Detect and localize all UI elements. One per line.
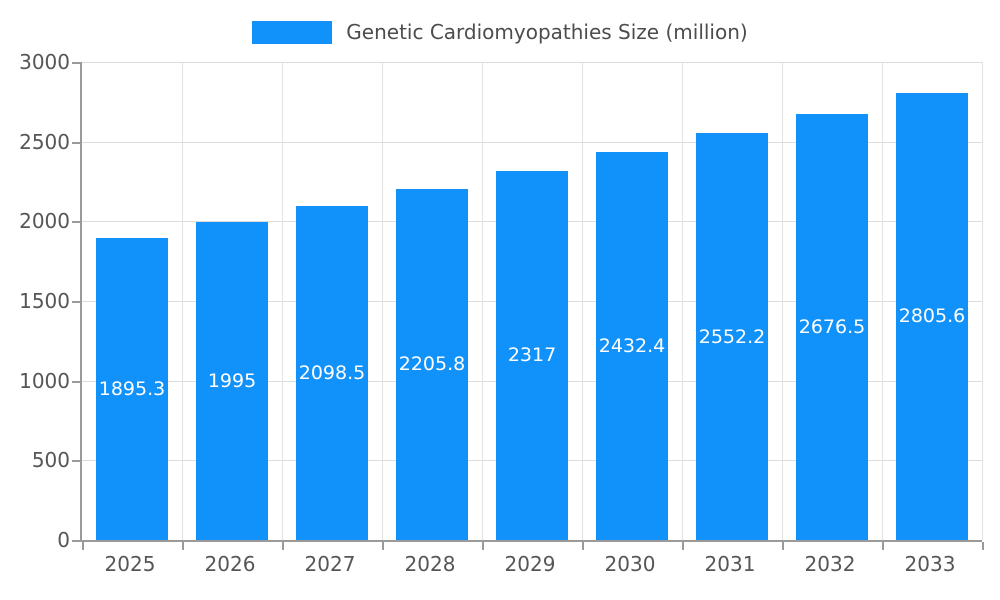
x-tick-label: 2033	[904, 552, 956, 576]
y-tick-label: 2500	[19, 129, 70, 154]
bar-2027: 2098.5	[296, 205, 368, 540]
x-tick-mark	[282, 542, 284, 550]
y-tick-mark	[72, 62, 80, 64]
x-tick-label: 2025	[104, 552, 156, 576]
legend-swatch-icon	[252, 20, 333, 44]
bar-2028: 2205.8	[396, 188, 468, 540]
x-tick-label: 2030	[604, 552, 656, 576]
x-tick-label: 2027	[304, 552, 356, 576]
x-axis-labels: 2025 2026 2027 2028 2029 2030 2031 2032 2033	[80, 552, 980, 582]
x-tick-mark	[982, 542, 984, 550]
y-tick-label: 500	[31, 448, 70, 473]
y-tick-mark	[72, 141, 80, 144]
x-tick-label: 2032	[804, 552, 856, 576]
x-tick-mark	[882, 542, 884, 550]
bar-2030: 2432.4	[596, 152, 668, 540]
bar-value-label: 2676.5	[798, 315, 866, 338]
gridline-vertical	[182, 62, 183, 540]
y-tick-mark	[72, 540, 80, 542]
x-tick-label: 2026	[204, 552, 256, 576]
gridline-horizontal	[82, 141, 982, 143]
y-axis-labels: 0 500 1000 1500 2000 2500 3000	[0, 50, 72, 552]
y-tick-label: 3000	[19, 50, 70, 74]
plot-area: 1895.3 1995 2098.5 2205.8 2317 2432.4 2552.2 26…	[72, 62, 984, 550]
x-tick-mark	[82, 542, 84, 550]
gridline-vertical	[482, 62, 483, 540]
gridline-vertical	[882, 62, 883, 540]
y-tick-mark	[72, 221, 80, 224]
gridline-vertical	[782, 62, 783, 540]
bar-value-label: 2205.8	[398, 353, 466, 376]
x-tick-mark	[782, 542, 784, 550]
bar-value-label: 1995	[207, 370, 257, 393]
gridline-vertical	[582, 62, 583, 540]
bar-value-label: 2805.6	[898, 305, 966, 328]
x-tick-mark	[482, 542, 484, 550]
chart-legend: Genetic Cardiomyopathies Size (million)	[0, 14, 1000, 50]
y-tick-mark	[72, 301, 80, 303]
x-tick-mark	[682, 542, 684, 550]
gridline-vertical	[682, 62, 683, 540]
gridline-vertical	[982, 62, 983, 540]
y-tick-mark	[72, 460, 80, 463]
bar-2031: 2552.2	[696, 133, 768, 540]
y-tick-label: 1000	[19, 368, 70, 393]
bar-value-label: 2432.4	[598, 335, 666, 358]
x-tick-label: 2028	[404, 552, 456, 576]
y-tick-label: 1500	[19, 289, 70, 313]
x-tick-mark	[382, 542, 384, 550]
bar-2033: 2805.6	[896, 92, 968, 540]
chart-title: Genetic Cardiomyopathies Size (million)	[346, 20, 748, 44]
x-tick-label: 2031	[704, 552, 756, 576]
bar-value-label: 1895.3	[98, 378, 166, 400]
gridline-horizontal	[82, 62, 982, 63]
gridline-vertical	[382, 62, 383, 540]
bar-2029: 2317	[496, 170, 568, 540]
y-tick-label: 0	[57, 528, 70, 552]
bar-2032: 2676.5	[796, 113, 868, 540]
bar-value-label: 2552.2	[698, 325, 766, 348]
bar-value-label: 2317	[507, 344, 557, 367]
x-tick-label: 2029	[504, 552, 556, 576]
y-tick-mark	[72, 380, 80, 383]
bar-2026: 1995	[196, 222, 268, 540]
x-tick-mark	[182, 542, 184, 550]
bar-value-label: 2098.5	[298, 361, 366, 384]
bar-2025: 1895.3	[96, 238, 168, 540]
gridline-vertical	[282, 62, 283, 540]
x-tick-mark	[582, 542, 584, 550]
y-tick-label: 2000	[19, 209, 70, 234]
